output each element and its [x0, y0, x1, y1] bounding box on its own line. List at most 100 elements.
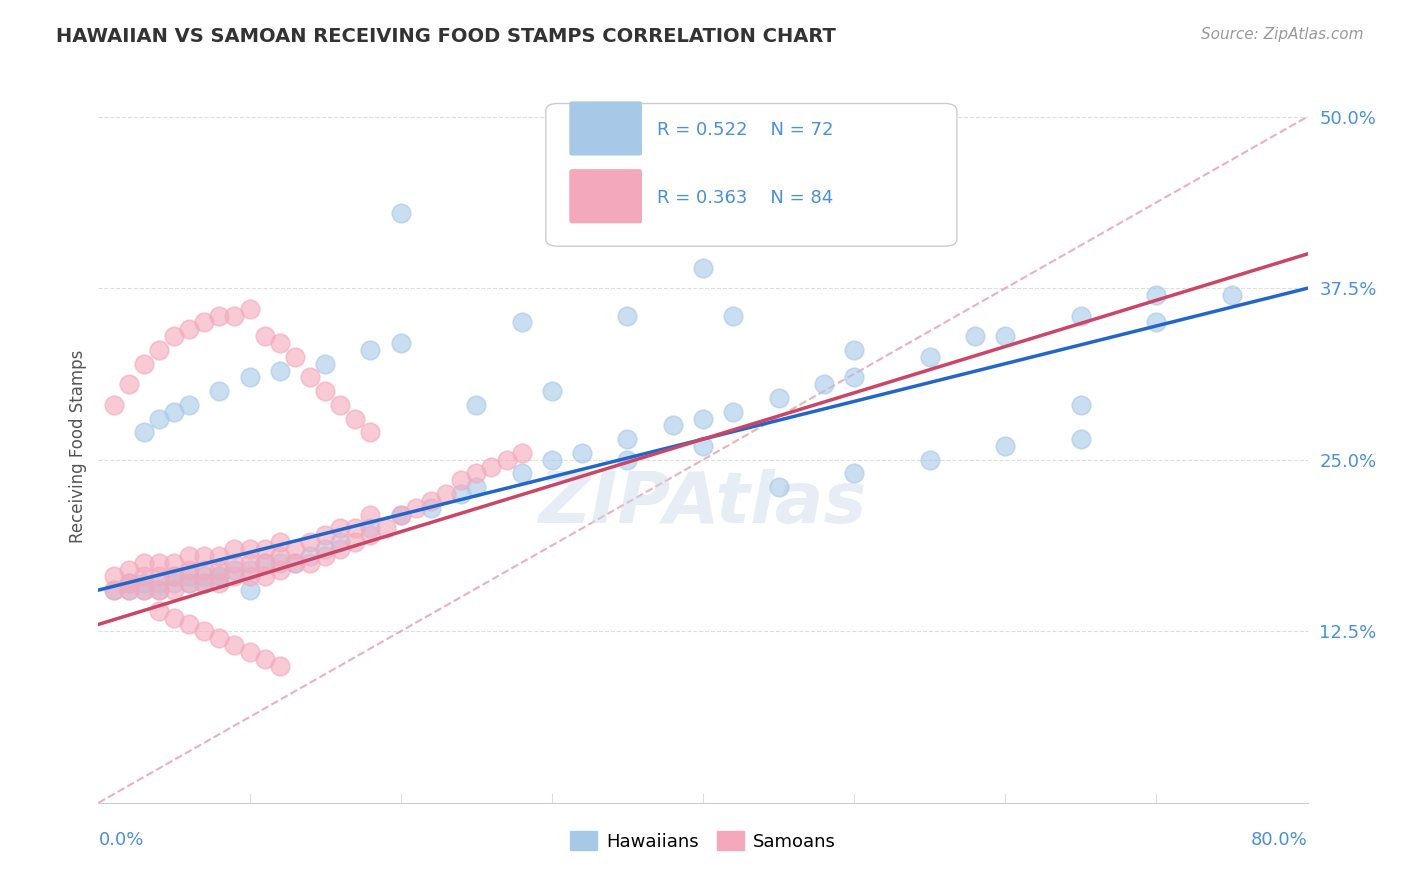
Point	[208, 569, 231, 583]
Point	[510, 467, 533, 481]
Point	[132, 583, 155, 598]
Point	[132, 556, 155, 570]
Point	[1144, 316, 1167, 330]
Point	[148, 576, 170, 591]
Point	[239, 583, 262, 598]
Text: ZIPAtlas: ZIPAtlas	[538, 468, 868, 538]
Point	[224, 556, 246, 570]
Point	[284, 350, 307, 364]
Point	[103, 398, 125, 412]
Point	[329, 541, 352, 556]
Point	[224, 569, 246, 583]
Point	[1070, 398, 1092, 412]
Text: Source: ZipAtlas.com: Source: ZipAtlas.com	[1201, 27, 1364, 42]
Point	[179, 562, 201, 576]
Point	[193, 624, 215, 639]
Point	[269, 562, 291, 576]
Point	[193, 576, 215, 591]
Point	[284, 556, 307, 570]
Point	[193, 576, 215, 591]
Point	[163, 569, 186, 583]
Point	[253, 556, 276, 570]
Point	[253, 556, 276, 570]
Point	[179, 569, 201, 583]
Point	[118, 583, 141, 598]
Point	[224, 638, 246, 652]
Point	[179, 617, 201, 632]
Point	[239, 562, 262, 576]
Point	[450, 473, 472, 487]
Point	[994, 329, 1017, 343]
Point	[118, 562, 141, 576]
Point	[450, 487, 472, 501]
Point	[389, 508, 412, 522]
Point	[103, 583, 125, 598]
Point	[253, 541, 276, 556]
Point	[314, 357, 336, 371]
Point	[253, 569, 276, 583]
Point	[616, 432, 638, 446]
Point	[148, 569, 170, 583]
Point	[768, 391, 790, 405]
Point	[344, 535, 367, 549]
Point	[208, 569, 231, 583]
Point	[844, 370, 866, 384]
Point	[571, 446, 593, 460]
Point	[163, 329, 186, 343]
Text: R = 0.363    N = 84: R = 0.363 N = 84	[657, 189, 834, 207]
Point	[994, 439, 1017, 453]
Point	[193, 562, 215, 576]
Point	[239, 645, 262, 659]
Point	[132, 357, 155, 371]
Point	[193, 316, 215, 330]
Point	[299, 370, 322, 384]
Point	[813, 377, 835, 392]
Point	[208, 384, 231, 398]
Point	[163, 556, 186, 570]
FancyBboxPatch shape	[546, 103, 957, 246]
Point	[118, 583, 141, 598]
Point	[389, 336, 412, 351]
Point	[434, 487, 457, 501]
Text: HAWAIIAN VS SAMOAN RECEIVING FOOD STAMPS CORRELATION CHART: HAWAIIAN VS SAMOAN RECEIVING FOOD STAMPS…	[56, 27, 837, 45]
Point	[163, 576, 186, 591]
Point	[844, 467, 866, 481]
Point	[540, 452, 562, 467]
Point	[239, 556, 262, 570]
Point	[314, 541, 336, 556]
Point	[465, 398, 488, 412]
Point	[269, 363, 291, 377]
Point	[103, 583, 125, 598]
Point	[314, 549, 336, 563]
Point	[239, 301, 262, 316]
Point	[495, 452, 517, 467]
Point	[616, 452, 638, 467]
Point	[193, 549, 215, 563]
Point	[405, 500, 427, 515]
Point	[132, 425, 155, 440]
Point	[253, 651, 276, 665]
Point	[224, 309, 246, 323]
Point	[163, 569, 186, 583]
Point	[103, 569, 125, 583]
Point	[269, 556, 291, 570]
FancyBboxPatch shape	[569, 102, 641, 155]
Point	[118, 377, 141, 392]
Point	[344, 521, 367, 535]
Point	[481, 459, 503, 474]
Point	[118, 576, 141, 591]
Point	[179, 576, 201, 591]
Point	[239, 541, 262, 556]
Point	[1220, 288, 1243, 302]
Point	[420, 494, 443, 508]
Point	[239, 370, 262, 384]
Point	[132, 576, 155, 591]
Point	[616, 309, 638, 323]
Point	[1070, 309, 1092, 323]
Point	[1070, 432, 1092, 446]
Point	[118, 576, 141, 591]
Point	[1144, 288, 1167, 302]
Point	[179, 549, 201, 563]
FancyBboxPatch shape	[569, 169, 641, 223]
Point	[269, 658, 291, 673]
